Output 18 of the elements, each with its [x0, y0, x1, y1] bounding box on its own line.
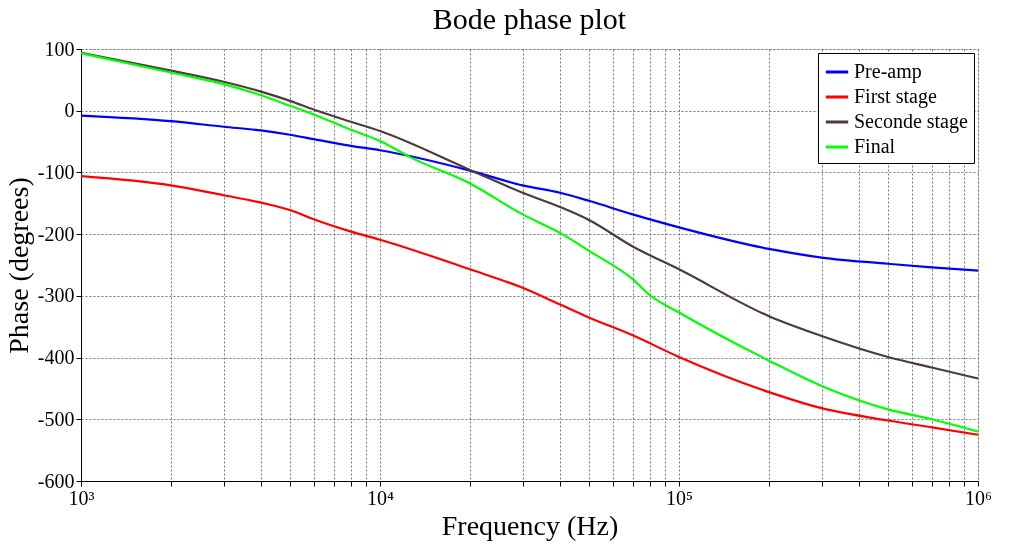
y-tick-label: -400 — [37, 346, 75, 369]
legend-label: Seconde stage — [854, 110, 968, 133]
x-axis-title: Frequency (Hz) — [441, 509, 619, 541]
y-tick-label: -100 — [37, 160, 75, 183]
x-tick-label: 10⁶ — [965, 486, 993, 509]
y-tick-label: 0 — [64, 99, 75, 122]
y-tick-label: -500 — [37, 407, 75, 430]
legend-label: First stage — [854, 85, 937, 108]
y-tick-label: -300 — [37, 284, 75, 307]
y-tick-label: -600 — [37, 469, 75, 492]
legend-label: Pre-amp — [854, 60, 922, 83]
legend-label: Final — [854, 135, 896, 157]
y-tick-label: 100 — [44, 37, 75, 60]
x-tick-label: 10⁴ — [367, 486, 395, 509]
y-axis-title: Phase (degrees) — [2, 177, 34, 354]
y-tick-label: -200 — [37, 222, 75, 245]
x-tick-label: 10⁵ — [666, 486, 693, 509]
chart-title: Bode phase plot — [432, 2, 627, 35]
